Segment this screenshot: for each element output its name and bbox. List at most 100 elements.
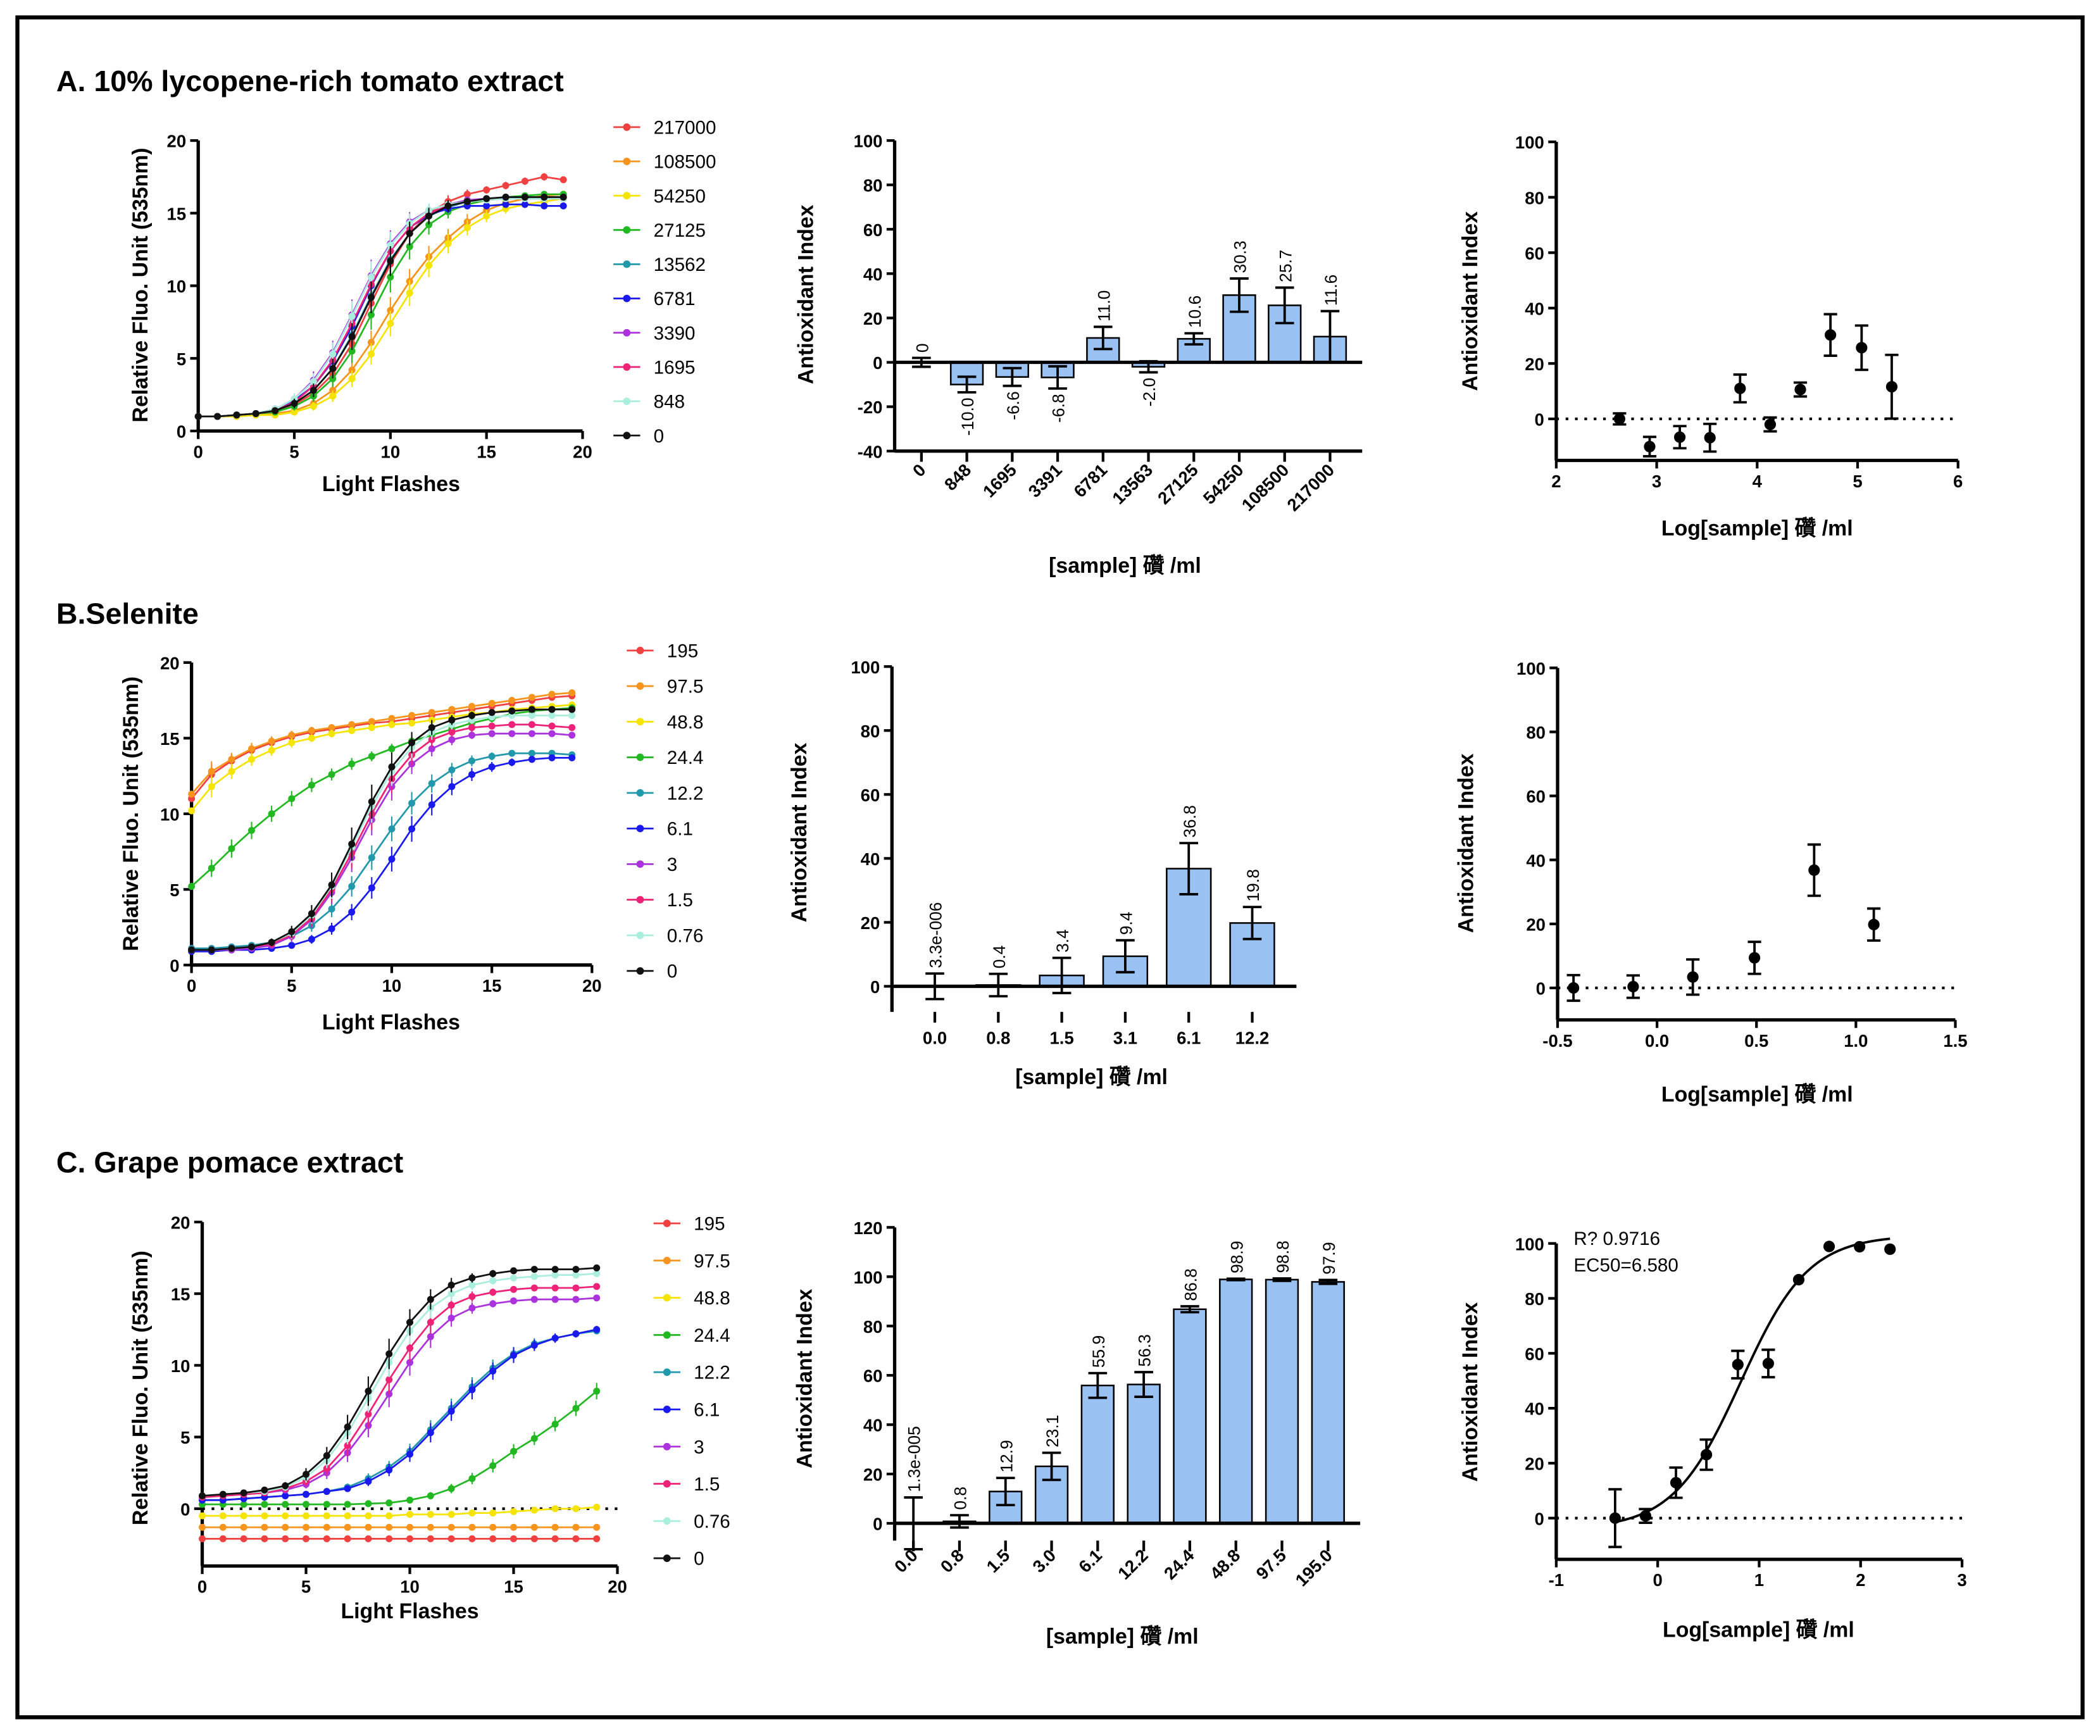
data-point xyxy=(329,365,337,372)
y-axis-title: Relative Fluo. Unit (535nm) xyxy=(119,677,143,951)
y-tick-label: 80 xyxy=(1525,188,1544,208)
data-point xyxy=(328,905,335,913)
data-point xyxy=(388,745,396,752)
legend-marker xyxy=(636,967,644,975)
data-point xyxy=(328,724,335,732)
legend-label: 195 xyxy=(694,1214,725,1235)
data-point xyxy=(406,1318,414,1326)
data-point xyxy=(1609,1512,1621,1524)
data-point xyxy=(387,320,394,327)
data-point xyxy=(309,378,317,385)
x-axis-title: Log[sample] 礸 /ml xyxy=(1661,516,1853,540)
legend-marker xyxy=(636,896,644,904)
data-point xyxy=(502,194,509,201)
data-point xyxy=(593,1535,601,1542)
data-point xyxy=(463,224,471,232)
legend-marker xyxy=(636,860,644,868)
data-point xyxy=(447,1301,455,1309)
legend-marker xyxy=(623,397,631,405)
x-tick-label: 0 xyxy=(197,1577,207,1597)
legend-marker xyxy=(663,1406,671,1413)
data-point xyxy=(365,1523,372,1531)
y-tick-label: 100 xyxy=(1516,659,1546,678)
legend-marker xyxy=(636,753,644,761)
data-point xyxy=(548,712,556,720)
data-point xyxy=(268,737,275,745)
y-tick-label: 0 xyxy=(180,1499,190,1519)
data-point xyxy=(368,718,375,725)
data-point xyxy=(219,1512,227,1520)
data-point xyxy=(344,1523,351,1531)
data-point xyxy=(510,1267,518,1275)
data-point xyxy=(1627,980,1639,993)
y-tick-label: 60 xyxy=(1525,244,1544,263)
data-point xyxy=(447,1511,455,1518)
legend-marker xyxy=(663,1256,671,1265)
y-tick-label: 100 xyxy=(851,658,880,677)
data-point xyxy=(282,1523,289,1531)
data-point xyxy=(367,311,375,318)
legend-item: 195 xyxy=(627,640,698,661)
data-point xyxy=(447,1282,455,1289)
data-label: -6.8 xyxy=(1049,394,1068,423)
x-tick-label: 1.0 xyxy=(1844,1031,1868,1051)
data-point xyxy=(388,856,396,863)
data-point xyxy=(572,1266,580,1273)
legend-marker xyxy=(623,158,631,165)
chart-c-line: 0 5 10 15 20 Relative Fluo. Unit (535nm) Light… xyxy=(128,1213,730,1623)
data-point xyxy=(303,1512,310,1520)
data-point xyxy=(348,333,356,340)
legend-label: 0.76 xyxy=(667,925,704,946)
data-point xyxy=(348,347,356,355)
data-point xyxy=(387,258,394,265)
data-point xyxy=(388,715,396,722)
data-point xyxy=(228,845,235,852)
data-point xyxy=(408,719,416,727)
x-tick-label: 0.8 xyxy=(986,1028,1010,1048)
legend-label: 27125 xyxy=(654,220,706,241)
legend-label: 3 xyxy=(667,854,677,875)
legend-label: 54250 xyxy=(654,186,706,207)
data-point xyxy=(572,1271,580,1279)
data-point xyxy=(568,732,576,739)
legend-item: 1.5 xyxy=(653,1474,720,1495)
data-point xyxy=(508,697,516,704)
data-point xyxy=(348,375,356,382)
y-tick-label: 5 xyxy=(177,349,186,369)
data-point xyxy=(1884,1243,1896,1255)
data-label: 25.7 xyxy=(1276,250,1295,282)
data-point xyxy=(521,177,528,185)
data-point xyxy=(568,724,576,732)
data-point xyxy=(385,1512,393,1520)
y-tick-label: 60 xyxy=(861,785,880,805)
data-point xyxy=(468,757,475,765)
data-point xyxy=(1885,380,1898,393)
y-tick-label: 20 xyxy=(1526,915,1546,934)
y-axis-title: Relative Fluo. Unit (535nm) xyxy=(128,147,153,422)
data-point xyxy=(406,1496,414,1504)
y-tick-label: 40 xyxy=(861,849,880,869)
x-tick-label: 3 xyxy=(1957,1570,1966,1590)
legend-marker xyxy=(663,1220,671,1227)
data-point xyxy=(447,1290,455,1297)
data-point xyxy=(447,1523,455,1531)
data-point xyxy=(483,212,491,220)
x-tick-label: -1 xyxy=(1549,1570,1564,1590)
data-point xyxy=(385,1390,393,1398)
data-point xyxy=(427,1296,434,1303)
legend-item: 6.1 xyxy=(627,819,693,840)
data-label: 30.3 xyxy=(1231,240,1250,273)
x-tick-label: 5 xyxy=(1853,471,1862,491)
x-tick-label: 20 xyxy=(608,1577,627,1597)
legend-marker xyxy=(663,1442,671,1451)
legend-marker xyxy=(663,1294,671,1302)
data-point xyxy=(427,1318,434,1326)
data-point xyxy=(323,1452,330,1459)
y-tick-label: 20 xyxy=(1525,354,1544,374)
legend-marker xyxy=(663,1331,671,1339)
y-tick-label: 0 xyxy=(873,353,882,373)
data-point xyxy=(528,712,535,720)
data-point xyxy=(510,1535,518,1542)
data-point xyxy=(468,732,475,739)
data-point xyxy=(448,736,456,744)
